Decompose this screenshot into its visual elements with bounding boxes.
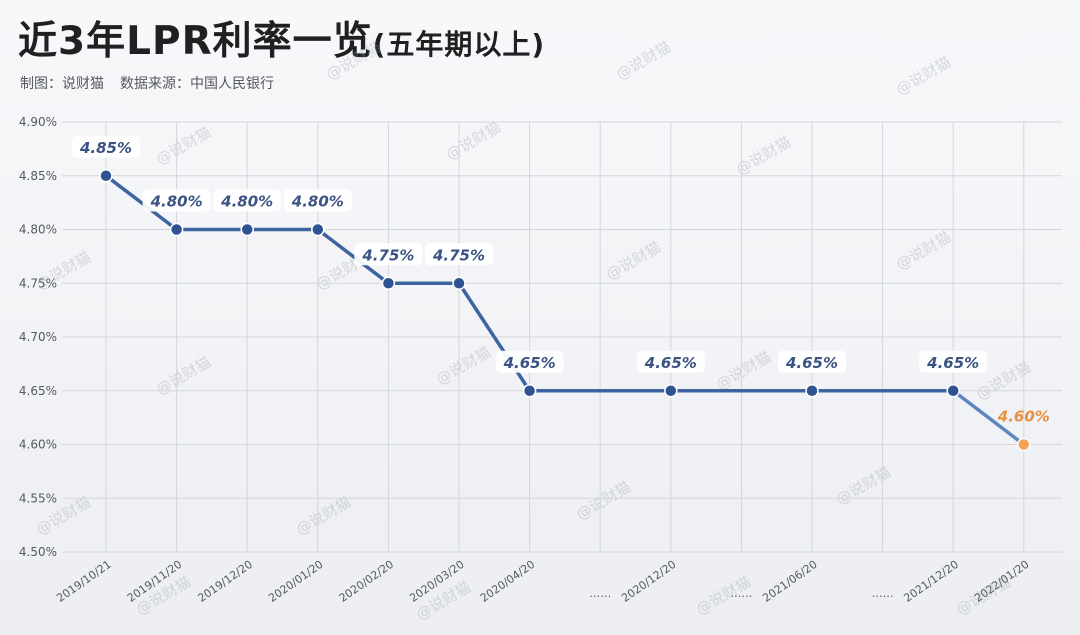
y-tick-label: 4.50% <box>19 545 57 559</box>
watermark-text: @说财猫 <box>153 123 214 169</box>
data-point <box>381 276 396 290</box>
data-label-bg <box>283 189 352 212</box>
series-segment <box>316 227 391 285</box>
y-tick-label: 4.85% <box>19 169 57 183</box>
watermark-text: @说财猫 <box>573 478 634 524</box>
data-point <box>522 384 537 398</box>
data-label-bg <box>919 350 988 373</box>
y-axis-ticks: 4.50% 4.55% 4.60% 4.65% 4.70% 4.75% 4.80% 4.85%… <box>19 115 57 559</box>
x-tick-label: 2020/01/20 <box>266 558 325 605</box>
watermark-text: @说财猫 <box>443 118 504 164</box>
data-point <box>311 222 325 237</box>
data-label: 4.85% <box>79 139 132 157</box>
watermark-text: @说财猫 <box>323 38 384 84</box>
watermark-text: @说财猫 <box>833 463 894 509</box>
watermark-text: @说财猫 <box>893 228 954 274</box>
y-tick-label: 4.70% <box>19 330 57 344</box>
x-tick-label: 2021/12/20 <box>902 558 961 605</box>
x-tick-ellipsis: …… <box>872 587 894 600</box>
x-tick-label: 2020/02/20 <box>337 558 396 605</box>
data-label: 4.60% <box>997 408 1050 426</box>
watermark-text: @说财猫 <box>713 348 774 394</box>
chart-credit: 制图：说财猫 数据来源：中国人民银行 <box>20 73 274 93</box>
data-point <box>99 169 113 183</box>
watermark-text: @说财猫 <box>733 133 794 179</box>
data-point <box>452 276 466 290</box>
data-label: 4.65% <box>926 354 979 372</box>
y-tick-label: 4.55% <box>19 491 57 505</box>
x-tick-ellipsis: …… <box>730 587 752 600</box>
data-label-bg <box>425 243 493 266</box>
x-tick-label: 2021/06/20 <box>760 558 819 605</box>
watermark-text: @说财猫 <box>153 353 214 399</box>
watermarks: @说财猫 @说财猫 @说财猫 @说财猫 @说财猫 @说财猫 @说财猫 @说财猫 @说财猫 @说财猫… <box>33 38 1034 624</box>
title-sub: (五年期以上) <box>372 28 546 61</box>
title-main: 近3年LPR利率一览 <box>18 19 373 64</box>
data-label-bg <box>778 350 846 373</box>
data-label: 4.75% <box>361 246 414 264</box>
data-points <box>99 169 1031 452</box>
y-tick-label: 4.75% <box>19 276 57 290</box>
credit-maker: 制图：说财猫 <box>20 76 104 92</box>
watermark-text: @说财猫 <box>893 53 954 99</box>
data-point <box>664 384 678 398</box>
data-label: 4.65% <box>644 354 697 372</box>
watermark-text: @说财猫 <box>603 238 664 284</box>
watermark-text: @说财猫 <box>293 493 354 539</box>
data-label: 4.65% <box>503 354 556 372</box>
data-label-bg <box>495 350 564 373</box>
x-tick-label: 2019/12/20 <box>196 558 255 605</box>
x-tick-label: 2020/04/20 <box>478 558 537 605</box>
data-label-bg <box>213 189 282 212</box>
credit-source: 数据来源：中国人民银行 <box>120 76 274 92</box>
data-point <box>946 384 960 398</box>
data-point-highlight <box>1017 437 1031 452</box>
chart-title: 近3年LPR利率一览(五年期以上) <box>18 10 545 66</box>
data-point <box>805 384 819 398</box>
data-label: 4.75% <box>432 246 485 264</box>
x-tick-ellipsis: …… <box>589 587 611 600</box>
data-label-bg <box>354 243 423 266</box>
data-point <box>169 222 184 237</box>
data-labels: 4.85% 4.80% 4.80% 4.80% 4.75% 4.75% 4.65% 4.65%… <box>72 135 1050 426</box>
data-label-bg <box>636 350 705 373</box>
x-tick-label: 2022/01/20 <box>972 558 1031 605</box>
series-segment <box>457 281 532 393</box>
x-tick-label: 2019/10/21 <box>54 558 113 605</box>
y-tick-label: 4.60% <box>19 438 57 452</box>
x-axis-ticks: 2019/10/21 2019/11/20 2019/12/20 2020/01/20… <box>54 558 1031 605</box>
data-label: 4.80% <box>220 193 273 211</box>
x-tick-label: 2020/12/20 <box>619 558 678 605</box>
data-label-bg <box>142 189 211 212</box>
y-tick-label: 4.80% <box>19 223 57 237</box>
watermark-text: @说财猫 <box>613 38 674 84</box>
series-line <box>104 174 1026 447</box>
series-segment <box>104 174 179 232</box>
grid-lines <box>62 121 1062 553</box>
data-point <box>240 222 254 237</box>
data-label: 4.80% <box>291 193 344 211</box>
data-label: 4.65% <box>785 354 838 372</box>
watermark-text: @说财猫 <box>433 343 494 389</box>
y-tick-label: 4.65% <box>19 384 57 398</box>
data-label: 4.80% <box>150 193 203 211</box>
y-tick-label: 4.90% <box>19 115 57 129</box>
series-segment <box>951 389 1026 447</box>
data-label-bg <box>72 135 140 158</box>
